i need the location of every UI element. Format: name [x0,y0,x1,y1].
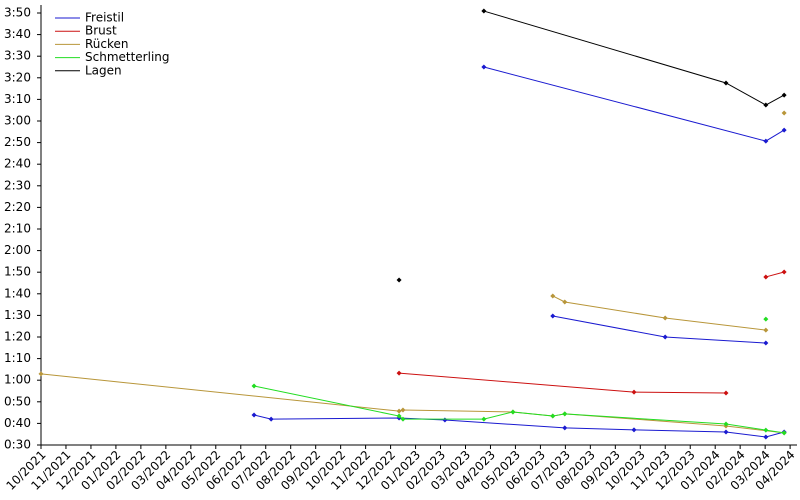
point [562,411,568,417]
point [723,390,729,396]
legend-label: Brust [85,24,117,38]
point [631,389,637,395]
y-tick-label: 1:10 [4,351,31,365]
point [481,64,487,70]
y-tick-label: 2:30 [4,178,31,192]
point [251,412,257,418]
y-tick-label: 1:50 [4,265,31,279]
series-line [483,66,785,142]
y-tick-label: 0:40 [4,416,31,430]
legend-label: Freistil [85,11,124,25]
y-tick-label: 0:30 [4,438,31,452]
series-line [552,315,766,344]
point [781,110,787,116]
point [723,429,729,435]
point [723,80,729,86]
point [662,334,668,340]
y-tick-label: 3:50 [4,5,31,19]
y-tick-label: 0:50 [4,394,31,408]
point [396,277,402,283]
y-tick-label: 2:50 [4,135,31,149]
point [763,138,769,144]
point [510,409,516,415]
point [631,427,637,433]
series-line [40,373,785,434]
point [481,8,487,14]
point [481,416,487,422]
point [38,371,44,377]
y-tick-label: 1:00 [4,373,31,387]
y-tick-label: 2:10 [4,221,31,235]
point [396,408,402,414]
series-line [253,414,785,438]
point [781,269,787,275]
point [562,425,568,431]
point [268,416,274,422]
y-tick-label: 1:40 [4,286,31,300]
legend-label: Lagen [85,63,122,77]
series-line [765,271,785,278]
point [763,316,769,322]
point [763,102,769,108]
point [781,127,787,133]
y-tick-label: 2:00 [4,243,31,257]
point [763,327,769,333]
point [400,407,406,413]
y-tick-label: 3:10 [4,92,31,106]
y-tick-label: 1:30 [4,308,31,322]
point [442,417,448,423]
y-tick-label: 2:20 [4,200,31,214]
point [763,427,769,433]
point [396,370,402,376]
y-tick-label: 2:40 [4,157,31,171]
point [562,299,568,305]
series-line [399,372,726,394]
y-tick-label: 1:20 [4,329,31,343]
legend-label: Rücken [85,37,129,51]
y-tick-label: 3:30 [4,49,31,63]
point [781,92,787,98]
point [662,315,668,321]
point [396,413,402,419]
point [550,413,556,419]
point [550,293,556,299]
point [251,383,257,389]
series-line [483,10,785,106]
point [763,434,769,440]
series-line [253,385,785,434]
point [763,340,769,346]
legend-label: Schmetterling [85,50,170,64]
y-tick-label: 3:20 [4,70,31,84]
series-line [552,295,766,331]
point [550,313,556,319]
y-tick-label: 3:40 [4,27,31,41]
point [781,430,787,436]
point [763,274,769,280]
y-tick-label: 3:00 [4,113,31,127]
point [400,416,406,422]
point [723,421,729,427]
